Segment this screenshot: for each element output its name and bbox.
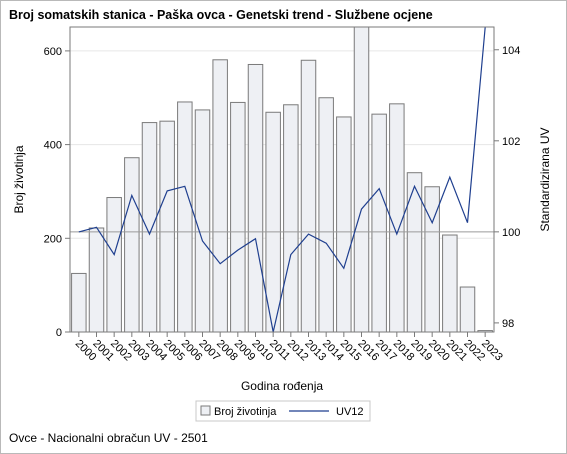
chart-title: Broj somatskih stanica - Paška ovca - Ge… bbox=[9, 8, 433, 22]
legend-box bbox=[195, 400, 371, 422]
uv12-line bbox=[78, 26, 486, 333]
legend-line-label: UV12 bbox=[336, 406, 364, 418]
bar bbox=[71, 272, 87, 333]
y-tick-label: 200 bbox=[44, 233, 62, 245]
y2-axis-title: Standardizirana UV bbox=[538, 127, 552, 231]
y-tick-label: 600 bbox=[44, 46, 62, 58]
bar bbox=[230, 101, 246, 333]
bar bbox=[124, 157, 140, 333]
y-tick-label: 0 bbox=[56, 327, 62, 339]
plot-border bbox=[69, 26, 495, 333]
bar-layer bbox=[71, 26, 493, 333]
axis-layer bbox=[65, 26, 499, 337]
y-tick-label: 400 bbox=[44, 140, 62, 152]
y2-tick-label: 104 bbox=[502, 45, 520, 57]
bar bbox=[459, 286, 476, 333]
bar bbox=[141, 122, 158, 333]
y2-tick-label: 100 bbox=[502, 227, 520, 239]
bar bbox=[442, 234, 458, 333]
bar bbox=[106, 197, 122, 333]
bar bbox=[177, 101, 193, 333]
bar bbox=[283, 104, 299, 333]
bar bbox=[336, 116, 352, 333]
y2-tick-label: 102 bbox=[502, 136, 520, 148]
line-layer bbox=[78, 26, 486, 333]
bar bbox=[194, 109, 211, 333]
footnote: Ovce - Nacionalni obračun UV - 2501 bbox=[9, 431, 208, 445]
legend: Broj životinja UV12 bbox=[195, 400, 371, 422]
legend-bar-swatch bbox=[200, 405, 211, 416]
bar bbox=[265, 111, 281, 333]
bar bbox=[300, 59, 317, 333]
bar bbox=[371, 113, 387, 333]
bar bbox=[353, 26, 370, 333]
label-layer: 0200400600981001021042000200120022003200… bbox=[12, 45, 552, 393]
bar bbox=[88, 227, 105, 333]
bar bbox=[389, 103, 405, 333]
bar bbox=[212, 59, 228, 333]
bar bbox=[247, 63, 264, 333]
bar bbox=[159, 120, 175, 333]
y-axis-title: Broj životinja bbox=[12, 145, 26, 213]
y2-tick-label: 98 bbox=[502, 318, 514, 330]
legend-bar-label: Broj životinja bbox=[214, 406, 277, 418]
x-axis-title: Godina rođenja bbox=[241, 379, 323, 393]
bar bbox=[318, 97, 334, 333]
